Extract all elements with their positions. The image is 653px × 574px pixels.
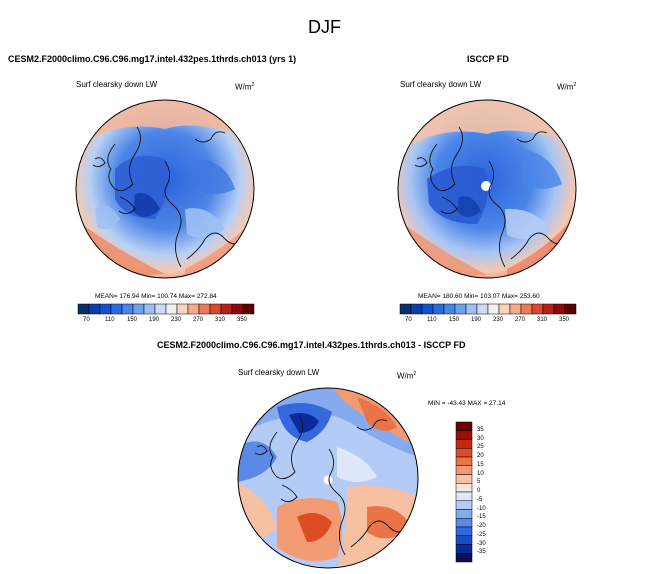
diff-colorbar-tick-label: -30 [477, 540, 486, 547]
diff-colorbar-tick-label: 25 [477, 444, 484, 451]
diff-colorbar-swatch [455, 500, 473, 510]
model-colorbar-tick-label: 190 [149, 317, 160, 323]
model-colorbar-tick-label: 110 [105, 317, 115, 323]
model-colorbar-swatch [209, 303, 222, 315]
obs-colorbar-swatch [443, 303, 456, 315]
model-colorbar-swatch [220, 303, 233, 315]
model-colorbar-tick-label: 310 [215, 317, 226, 323]
diff-colorbar-swatch [455, 448, 473, 458]
model-colorbar-tick-label: 350 [237, 317, 248, 323]
diff-colorbar-swatch [455, 439, 473, 449]
model-colorbar-swatch [132, 303, 145, 315]
obs-colorbar-tick-label: 230 [493, 317, 504, 323]
diff-colorbar-tick-label: -25 [477, 531, 486, 538]
model-colorbar-swatch [176, 303, 189, 315]
obs-colorbar-tick-label: 70 [405, 317, 412, 323]
obs-units-label: W/m2 [557, 82, 577, 92]
diff-colorbar-swatch [455, 518, 473, 528]
obs-colorbar-swatch [465, 303, 478, 315]
model-variable-label: Surf clearsky down LW [76, 80, 158, 89]
diff-colorbar-swatch [455, 465, 473, 475]
model-units-label: W/m2 [235, 82, 255, 92]
model-colorbar-swatch [88, 303, 101, 315]
diff-stats: MIN = -43.43 MAX = 27.14 [428, 400, 506, 407]
diff-colorbar-tick-label: -35 [477, 549, 486, 556]
model-colorbar-swatch [77, 303, 90, 315]
model-colorbar-swatch [242, 303, 255, 315]
model-polar-map [75, 99, 255, 279]
diff-colorbar-tick-label: 0 [477, 488, 481, 494]
obs-colorbar-swatch [564, 303, 577, 315]
obs-colorbar-swatch [509, 303, 522, 315]
diff-colorbar-swatch [455, 509, 473, 519]
obs-colorbar-swatch [410, 303, 423, 315]
obs-colorbar [399, 303, 577, 315]
model-stats: MEAN= 176.94 Min= 100.74 Max= 272.84 [95, 293, 217, 300]
diff-colorbar-swatch [455, 421, 473, 431]
diff-colorbar-swatch [455, 535, 473, 545]
obs-colorbar-tick-label: 190 [471, 317, 482, 323]
diff-colorbar-tick-label: 10 [477, 470, 484, 477]
obs-colorbar-swatch [520, 303, 533, 315]
model-colorbar-swatch [110, 303, 123, 315]
model-colorbar-tick-label: 270 [193, 317, 204, 323]
diff-colorbar-tick-label: -15 [477, 514, 486, 521]
obs-colorbar-swatch [487, 303, 500, 315]
diff-colorbar-tick-label: 5 [477, 479, 481, 486]
diff-colorbar-tick-label: 35 [477, 426, 484, 433]
obs-stats: MEAN= 180.60 Min= 103.07 Max= 253.60 [418, 293, 540, 300]
obs-colorbar-swatch [421, 303, 434, 315]
diff-colorbar-tick-label: -10 [477, 505, 486, 512]
obs-colorbar-swatch [531, 303, 544, 315]
diff-colorbar-tick-label: 15 [477, 461, 484, 468]
model-colorbar-swatch [198, 303, 211, 315]
diff-variable-label: Surf clearsky down LW [238, 368, 320, 377]
diff-units-label: W/m2 [397, 371, 417, 381]
obs-colorbar-swatch [432, 303, 445, 315]
obs-colorbar-tick-label: 150 [449, 317, 460, 323]
diff-colorbar-swatch [455, 430, 473, 440]
diff-colorbar-tick-label: 30 [477, 435, 484, 442]
model-panel-title: CESM2.F2000climo.C96.C96.mg17.intel.432p… [8, 54, 297, 64]
diff-colorbar-swatch [455, 474, 473, 484]
obs-colorbar-swatch [498, 303, 511, 315]
model-colorbar-swatch [99, 303, 112, 315]
model-colorbar-swatch [121, 303, 134, 315]
obs-colorbar-tick-label: 350 [559, 317, 570, 323]
obs-colorbar-swatch [476, 303, 489, 315]
diff-panel-title: CESM2.F2000climo.C96.C96.mg17.intel.432p… [157, 340, 466, 350]
model-colorbar-tick-label: 230 [171, 317, 182, 323]
obs-variable-label: Surf clearsky down LW [400, 80, 482, 89]
obs-colorbar-swatch [553, 303, 566, 315]
obs-colorbar-swatch [399, 303, 412, 315]
obs-colorbar-tick-label: 110 [427, 317, 437, 323]
model-colorbar-swatch [187, 303, 200, 315]
diff-colorbar-tick-label: 20 [477, 453, 484, 459]
model-colorbar [77, 303, 255, 315]
model-colorbar-swatch [165, 303, 178, 315]
model-colorbar-tick-label: 150 [127, 317, 138, 323]
obs-colorbar-tick-label: 310 [537, 317, 548, 323]
diff-colorbar-swatch [455, 491, 473, 501]
obs-colorbar-swatch [454, 303, 467, 315]
diff-colorbar-swatch [455, 456, 473, 466]
obs-colorbar-swatch [542, 303, 555, 315]
obs-polar-map [397, 99, 577, 279]
obs-panel-title: ISCCP FD [467, 54, 509, 64]
diff-colorbar [455, 421, 473, 563]
model-colorbar-swatch [231, 303, 244, 315]
diff-colorbar-swatch [455, 553, 473, 563]
diff-colorbar-tick-label: -20 [477, 523, 486, 529]
model-colorbar-swatch [154, 303, 167, 315]
diff-polar-map [237, 387, 419, 569]
diff-colorbar-swatch [455, 544, 473, 554]
obs-colorbar-tick-label: 270 [515, 317, 526, 323]
diff-colorbar-swatch [455, 483, 473, 493]
diff-colorbar-swatch [455, 526, 473, 536]
page-title: DJF [308, 17, 341, 37]
diff-colorbar-tick-label: -5 [477, 496, 483, 503]
model-colorbar-swatch [143, 303, 156, 315]
model-colorbar-tick-label: 70 [83, 317, 90, 323]
